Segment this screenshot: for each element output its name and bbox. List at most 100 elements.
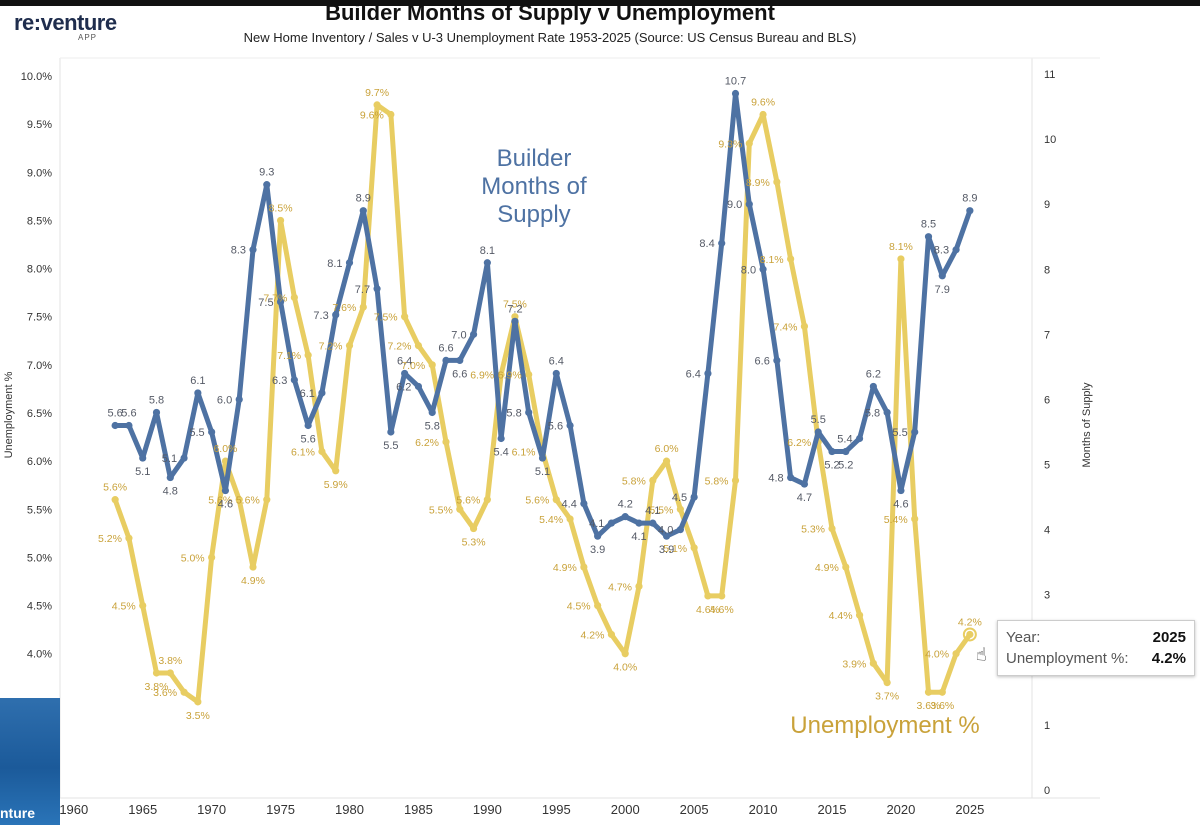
supply-data-label: 5.6 [300, 433, 315, 445]
unemployment-point [414, 342, 423, 350]
x-tick-label: 1960 [59, 802, 88, 817]
supply-point [263, 181, 271, 189]
unemployment-data-label: 4.9% [815, 562, 839, 574]
supply-point [318, 389, 326, 397]
x-tick-label: 1990 [473, 802, 502, 817]
unemployment-point [828, 524, 836, 533]
webcam-overlay: nture [0, 698, 60, 825]
x-tick-label: 1970 [197, 802, 226, 817]
x-tick-label: 1985 [404, 802, 433, 817]
unemployment-point [235, 496, 243, 504]
unemployment-point [718, 592, 726, 600]
hover-highlight-ring [962, 627, 977, 642]
unemployment-data-label: 7.4% [773, 321, 797, 333]
unemployment-data-label: 3.6% [917, 700, 941, 712]
supply-data-label: 5.8 [506, 407, 521, 419]
supply-data-label: 5.6 [121, 407, 136, 419]
unemployment-data-label: 5.1% [663, 543, 687, 555]
supply-data-label: 6.2 [396, 381, 411, 393]
unemployment-point [704, 592, 712, 600]
supply-data-label: 6.6 [755, 355, 770, 367]
supply-point [607, 519, 616, 527]
supply-data-label: 5.4 [837, 434, 852, 446]
supply-data-label: 7.3 [313, 310, 328, 322]
unemployment-point [924, 688, 933, 696]
supply-point [828, 447, 836, 456]
supply-point [800, 480, 809, 488]
supply-point [387, 428, 395, 436]
supply-point [718, 239, 726, 247]
supply-point [731, 89, 740, 98]
y-left-tick-label: 7.5% [27, 312, 52, 324]
y-left-axis-title: Unemployment % [3, 371, 15, 458]
supply-data-label: 4.1 [645, 505, 660, 517]
y-right-tick-label: 7 [1044, 329, 1050, 341]
supply-point [924, 233, 933, 241]
supply-point [221, 486, 230, 495]
tooltip-unemployment-row: Unemployment %: 4.2% [1006, 648, 1186, 669]
supply-point [359, 207, 367, 215]
supply-point [304, 421, 312, 430]
unemployment-data-label: 4.2% [958, 616, 982, 628]
x-tick-label: 2015 [818, 802, 847, 817]
supply-point [152, 408, 161, 417]
unemployment-point [566, 515, 574, 523]
unemployment-data-label: 6.2% [787, 437, 811, 449]
unemployment-data-label: 5.3% [801, 524, 825, 536]
supply-point [552, 369, 560, 378]
supply-data-label: 7.7 [355, 284, 370, 296]
supply-point [580, 500, 588, 508]
unemployment-point [497, 370, 505, 379]
unemployment-data-label: 3.6% [930, 700, 954, 712]
x-tick-label: 2000 [611, 802, 640, 817]
supply-data-label: 6.6 [452, 368, 467, 380]
unemployment-data-label: 6.0% [213, 443, 237, 455]
y-right-tick-label: 0 [1044, 785, 1050, 797]
supply-point [428, 408, 436, 417]
supply-point [952, 246, 960, 254]
supply-point [525, 408, 533, 417]
supply-point [911, 428, 919, 436]
unemployment-data-label: 9.6% [751, 97, 775, 109]
supply-data-label: 4.1 [631, 531, 646, 543]
y-left-tick-label: 8.5% [27, 215, 52, 227]
supply-data-label: 4.5 [672, 492, 687, 504]
unemployment-data-label: 5.6% [208, 495, 232, 507]
x-tick-label: 2025 [955, 802, 984, 817]
supply-point [373, 285, 381, 293]
unemployment-point [139, 601, 147, 610]
unemployment-data-label: 9.7% [365, 87, 389, 99]
supply-point [566, 421, 574, 430]
supply-point [759, 265, 767, 273]
supply-data-label: 6.4 [549, 355, 564, 367]
unemployment-data-label: 6.1% [291, 447, 315, 459]
supply-point [649, 519, 657, 527]
unemployment-point [869, 659, 877, 667]
unemployment-data-label: 6.9% [498, 369, 522, 381]
unemployment-point [304, 351, 312, 359]
unemployment-point [855, 611, 864, 619]
x-tick-label: 2005 [680, 802, 709, 817]
unemployment-data-label: 7.6% [332, 302, 356, 314]
supply-data-label: 8.1 [327, 258, 342, 270]
unemployment-data-label: 4.0% [613, 662, 637, 674]
unemployment-data-label: 5.2% [98, 533, 122, 545]
supply-data-label: 4.6 [218, 499, 233, 511]
supply-data-label: 3.9 [590, 544, 605, 556]
unemployment-point [152, 669, 161, 677]
supply-data-label: 7.9 [935, 284, 950, 296]
unemployment-data-label: 3.6% [153, 687, 177, 699]
supply-data-label: 5.1 [135, 466, 150, 478]
unemployment-point [938, 688, 946, 696]
supply-data-label: 5.1 [535, 466, 550, 478]
tooltip-unemployment-label: Unemployment %: [1006, 650, 1129, 667]
unemployment-data-label: 5.4% [884, 514, 908, 526]
unemployment-point [208, 553, 216, 562]
unemployment-data-label: 8.5% [269, 202, 293, 214]
unemployment-data-label: 5.6% [236, 495, 260, 507]
unemployment-data-label: 4.6% [710, 604, 734, 616]
unemployment-point [649, 476, 657, 484]
supply-data-label: 7.2 [507, 303, 522, 315]
unemployment-data-label: 4.5% [567, 601, 591, 613]
unemployment-data-label: 5.5% [429, 504, 453, 516]
